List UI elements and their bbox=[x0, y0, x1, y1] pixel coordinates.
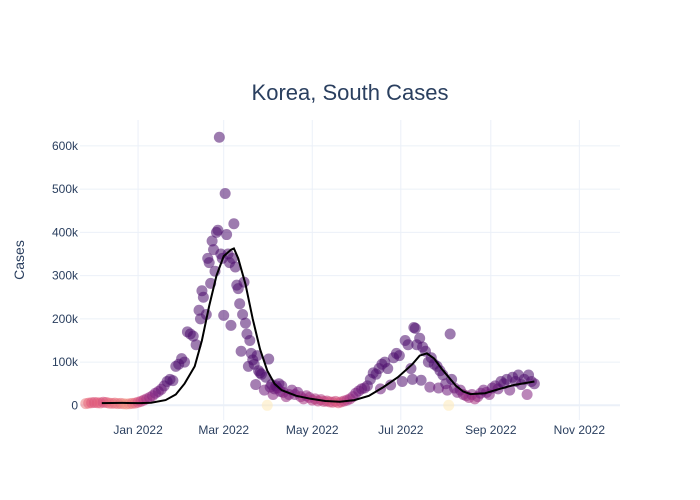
y-tick-label: 500k bbox=[52, 182, 79, 196]
x-tick-label: Sep 2022 bbox=[465, 423, 517, 437]
case-marker bbox=[234, 298, 245, 309]
case-marker bbox=[410, 323, 421, 334]
x-tick-label: Mar 2022 bbox=[198, 423, 249, 437]
case-marker bbox=[218, 310, 229, 321]
case-marker bbox=[214, 132, 225, 143]
case-marker bbox=[228, 218, 239, 229]
case-marker bbox=[262, 400, 273, 411]
case-marker bbox=[221, 229, 232, 240]
case-marker bbox=[236, 346, 247, 357]
y-axis-title: Cases bbox=[11, 240, 27, 280]
case-marker bbox=[394, 350, 405, 361]
x-tick-label: Jul 2022 bbox=[378, 423, 424, 437]
case-marker bbox=[167, 375, 178, 386]
case-marker bbox=[220, 188, 231, 199]
case-marker bbox=[522, 389, 533, 400]
y-tick-label: 100k bbox=[52, 355, 79, 369]
case-marker bbox=[179, 357, 190, 368]
y-tick-label: 400k bbox=[52, 225, 79, 239]
y-tick-label: 200k bbox=[52, 312, 79, 326]
x-tick-label: Nov 2022 bbox=[554, 423, 606, 437]
case-marker bbox=[443, 400, 454, 411]
x-tick-label: Jan 2022 bbox=[113, 423, 163, 437]
case-marker bbox=[240, 318, 251, 329]
case-marker bbox=[382, 363, 393, 374]
case-marker bbox=[244, 335, 255, 346]
y-tick-label: 300k bbox=[52, 269, 79, 283]
y-tick-label: 600k bbox=[52, 139, 79, 153]
chart-title: Korea, South Cases bbox=[252, 80, 449, 105]
x-tick-label: May 2022 bbox=[286, 423, 339, 437]
case-marker bbox=[445, 328, 456, 339]
case-marker bbox=[225, 320, 236, 331]
case-marker bbox=[198, 292, 209, 303]
case-marker bbox=[416, 375, 427, 386]
y-tick-label: 0 bbox=[71, 398, 78, 412]
case-marker bbox=[529, 378, 540, 389]
